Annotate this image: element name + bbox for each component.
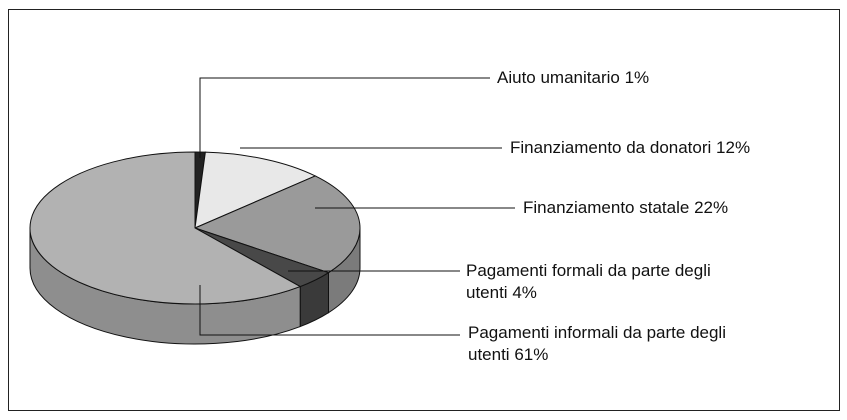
- value-label: 4%: [512, 283, 537, 302]
- value-label: 1%: [624, 68, 650, 87]
- leader-line: [199, 77, 490, 158]
- category-name: Finanziamento statale: [523, 198, 690, 217]
- slice: [193, 175, 361, 274]
- category-name: Pagamenti informali da parte degli utent…: [468, 323, 726, 364]
- slice-label: Finanziamento statale 22%: [523, 197, 728, 219]
- value-label: 22%: [694, 198, 729, 217]
- leader-line: [199, 285, 460, 336]
- slice: [194, 151, 317, 229]
- slice-label: Finanziamento da donatori 12%: [510, 137, 750, 159]
- value-label: 61%: [514, 345, 549, 364]
- slice-label: Pagamenti informali da parte degli utent…: [468, 322, 733, 366]
- slice-label: Aiuto umanitario 1%: [497, 67, 649, 89]
- slice: [29, 151, 302, 305]
- category-name: Aiuto umanitario: [497, 68, 620, 87]
- value-label: 12%: [716, 138, 751, 157]
- slice-label: Pagamenti formali da parte degli utenti …: [466, 260, 716, 304]
- category-name: Finanziamento da donatori: [510, 138, 712, 157]
- category-name: Pagamenti formali da parte degli utenti: [466, 261, 711, 302]
